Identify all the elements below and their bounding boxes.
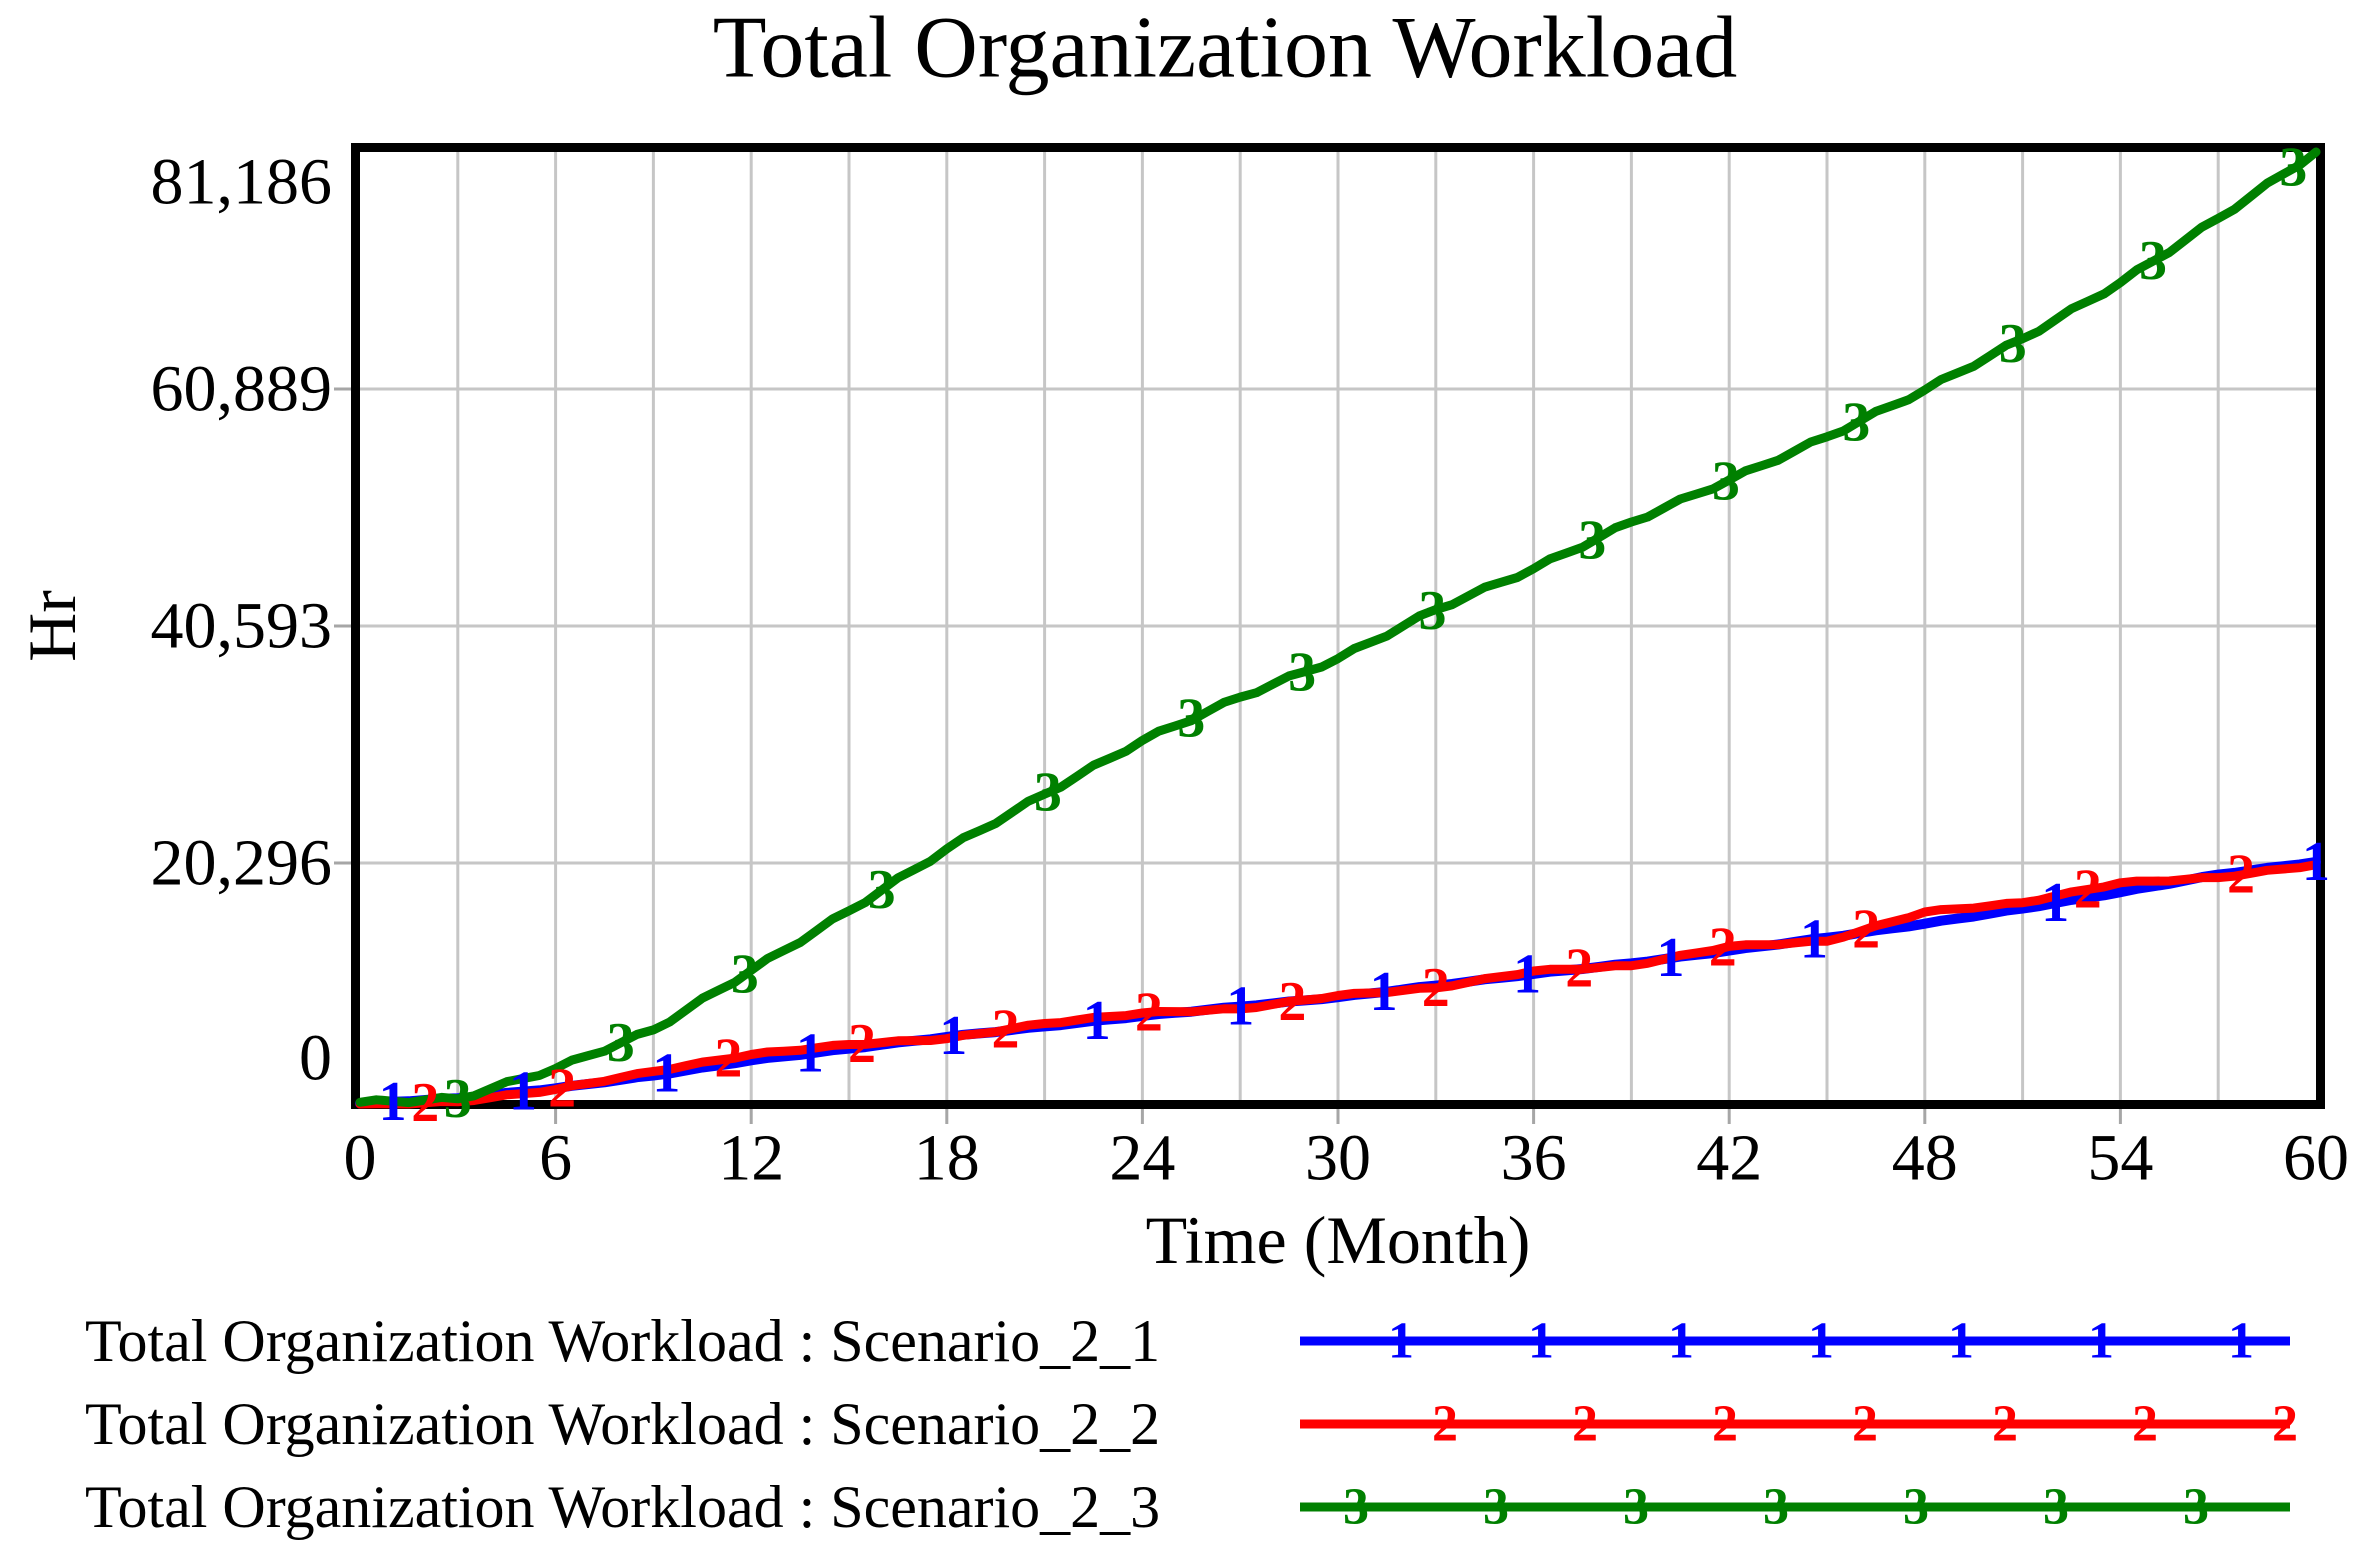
legend-label: Total Organization Workload : Scenario_2…: [85, 1391, 1160, 1457]
series-marker-2: 2: [1709, 917, 1737, 979]
legend-marker-1: 1: [2088, 1313, 2114, 1370]
series-marker-3: 3: [1419, 580, 1447, 642]
series-marker-2: 2: [548, 1057, 576, 1119]
x-tick-label: 60: [2283, 1122, 2349, 1195]
x-tick-label: 48: [1892, 1122, 1958, 1195]
series-marker-1: 1: [1370, 961, 1398, 1023]
series-marker-3: 3: [1177, 688, 1205, 750]
legend-marker-1: 1: [1388, 1313, 1414, 1370]
legend-marker-1: 1: [1948, 1313, 1974, 1370]
series-marker-2: 2: [848, 1013, 876, 1075]
series-line-scenario_2_2: [355, 860, 2321, 1109]
chart-title: Total Organization Workload: [713, 0, 1738, 97]
series-marker-1: 1: [1800, 908, 1828, 970]
x-tick-label: 30: [1305, 1122, 1371, 1195]
series-marker-1: 1: [379, 1071, 407, 1133]
series-marker-2: 2: [1278, 971, 1306, 1033]
y-tick-label: 0: [299, 1022, 332, 1095]
y-axis-label: Hr: [14, 590, 90, 662]
legend-marker-2: 2: [2272, 1396, 2298, 1453]
series-marker-3: 3: [1712, 450, 1740, 512]
legend-marker-3: 3: [1343, 1479, 1369, 1536]
legend-marker-1: 1: [2228, 1313, 2254, 1370]
legend-marker-3: 3: [1903, 1479, 1929, 1536]
legend-label: Total Organization Workload : Scenario_2…: [85, 1474, 1160, 1540]
legend-marker-3: 3: [1623, 1479, 1649, 1536]
series-marker-1: 1: [939, 1005, 967, 1067]
series-lines: [355, 147, 2321, 1109]
series-marker-1: 1: [796, 1022, 824, 1084]
y-tick-label: 81,186: [151, 146, 333, 219]
legend-marker-3: 3: [2183, 1479, 2209, 1536]
series-marker-1: 1: [1657, 927, 1685, 989]
x-tick-label: 36: [1501, 1122, 1567, 1195]
series-marker-3: 3: [1034, 761, 1062, 823]
legend-marker-2: 2: [2132, 1396, 2158, 1453]
series-marker-2: 2: [1852, 899, 1880, 961]
gridlines: [360, 152, 2316, 1100]
x-tick-label: 12: [718, 1122, 784, 1195]
series-marker-3: 3: [1578, 510, 1606, 572]
y-tick-label: 60,889: [151, 353, 333, 426]
legend-marker-2: 2: [1572, 1396, 1598, 1453]
series-marker-3: 3: [731, 943, 759, 1005]
series-marker-1: 1: [509, 1061, 537, 1123]
legend-marker-1: 1: [1668, 1313, 1694, 1370]
legend-marker-3: 3: [1763, 1479, 1789, 1536]
series-line-scenario_2_3: [355, 147, 2321, 1108]
legend-marker-1: 1: [1808, 1313, 1834, 1370]
x-tick-label: 42: [1696, 1122, 1762, 1195]
x-tick-label: 54: [2087, 1122, 2153, 1195]
series-marker-2: 2: [411, 1072, 439, 1134]
x-tick-label: 18: [914, 1122, 980, 1195]
series-marker-1: 1: [1226, 976, 1254, 1038]
series-marker-3: 3: [868, 859, 896, 921]
series-marker-2: 2: [1135, 982, 1163, 1044]
plot-border: [351, 143, 2325, 1109]
series-marker-2: 2: [1565, 938, 1593, 1000]
series-marker-1: 1: [1083, 990, 1111, 1052]
x-tick-label: 0: [344, 1122, 377, 1195]
series-marker-3: 3: [1288, 642, 1316, 704]
series-marker-3: 3: [607, 1012, 635, 1074]
series-marker-3: 3: [1999, 313, 2027, 375]
series-marker-3: 3: [2279, 137, 2307, 199]
y-tick-label: 40,593: [151, 590, 333, 663]
y-tick-label: 20,296: [151, 827, 333, 900]
series-marker-3: 3: [2139, 230, 2167, 292]
legend-marker-2: 2: [1852, 1396, 1878, 1453]
series-marker-3: 3: [1842, 392, 1870, 454]
y-tick-labels: 0 20,296 40,593 60,889 81,186: [151, 146, 333, 1095]
series-marker-1: 1: [2302, 831, 2330, 893]
legend-label: Total Organization Workload : Scenario_2…: [85, 1308, 1160, 1374]
legend-marker-2: 2: [1992, 1396, 2018, 1453]
x-tick-label: 6: [539, 1122, 572, 1195]
plot-frame: [351, 143, 2325, 1109]
legend-marker-3: 3: [2043, 1479, 2069, 1536]
series-marker-2: 2: [992, 999, 1020, 1061]
x-tick-labels: 0 6 12 18 24 30 36 42 48 54 60: [344, 1122, 2350, 1195]
legend-marker-1: 1: [1528, 1313, 1554, 1370]
legend-marker-3: 3: [1483, 1479, 1509, 1536]
series-marker-3: 3: [444, 1068, 472, 1130]
legend: Total Organization Workload : Scenario_2…: [85, 1308, 2298, 1540]
series-marker-1: 1: [2041, 872, 2069, 934]
series-marker-2: 2: [2074, 858, 2102, 920]
series-marker-2: 2: [2227, 844, 2255, 906]
series-marker-2: 2: [714, 1027, 742, 1089]
series-marker-1: 1: [1513, 944, 1541, 1006]
legend-marker-2: 2: [1712, 1396, 1738, 1453]
legend-marker-2: 2: [1432, 1396, 1458, 1453]
series-marker-1: 1: [652, 1043, 680, 1105]
x-tick-label: 24: [1109, 1122, 1175, 1195]
series-marker-2: 2: [1422, 957, 1450, 1019]
x-axis-label: Time (Month): [1146, 1202, 1531, 1278]
